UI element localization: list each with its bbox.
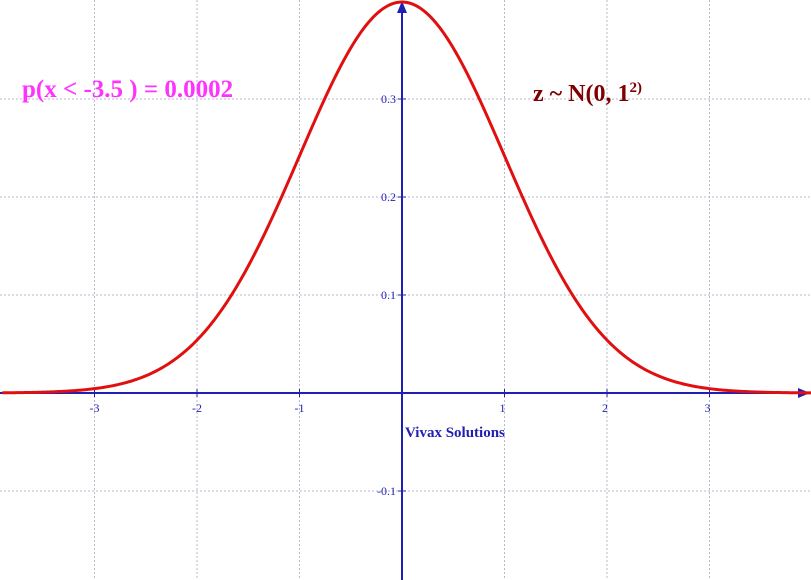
x-tick-label: 2 bbox=[602, 401, 608, 415]
y-ticks: 0.3 0.2 0.1 -0.1 bbox=[377, 92, 406, 498]
x-tick-label: 3 bbox=[705, 401, 711, 415]
y-tick-label: 0.2 bbox=[381, 190, 396, 204]
probability-annotation: p(x < -3.5 ) = 0.0002 bbox=[22, 76, 233, 103]
watermark-text: Vivax Solutions bbox=[405, 425, 505, 441]
vertical-gridlines bbox=[94, 0, 710, 580]
distribution-annotation: z ~ N(0, 12) bbox=[533, 80, 642, 107]
x-tick-label: 1 bbox=[500, 401, 506, 415]
distribution-annotation-main: z ~ N(0, 1 bbox=[533, 81, 629, 107]
x-tick-label: -3 bbox=[90, 401, 100, 415]
normal-curve-line bbox=[2, 0, 811, 395]
x-tick-label: -1 bbox=[295, 401, 305, 415]
y-tick-label: 0.1 bbox=[381, 288, 396, 302]
y-axis-arrow bbox=[397, 1, 407, 13]
x-tick-label: -2 bbox=[192, 401, 202, 415]
y-tick-label: 0.3 bbox=[381, 92, 396, 106]
x-ticks: -3 -2 -1 1 2 3 bbox=[90, 389, 711, 415]
y-tick-label: -0.1 bbox=[377, 484, 396, 498]
distribution-annotation-superscript: 2) bbox=[629, 80, 642, 96]
